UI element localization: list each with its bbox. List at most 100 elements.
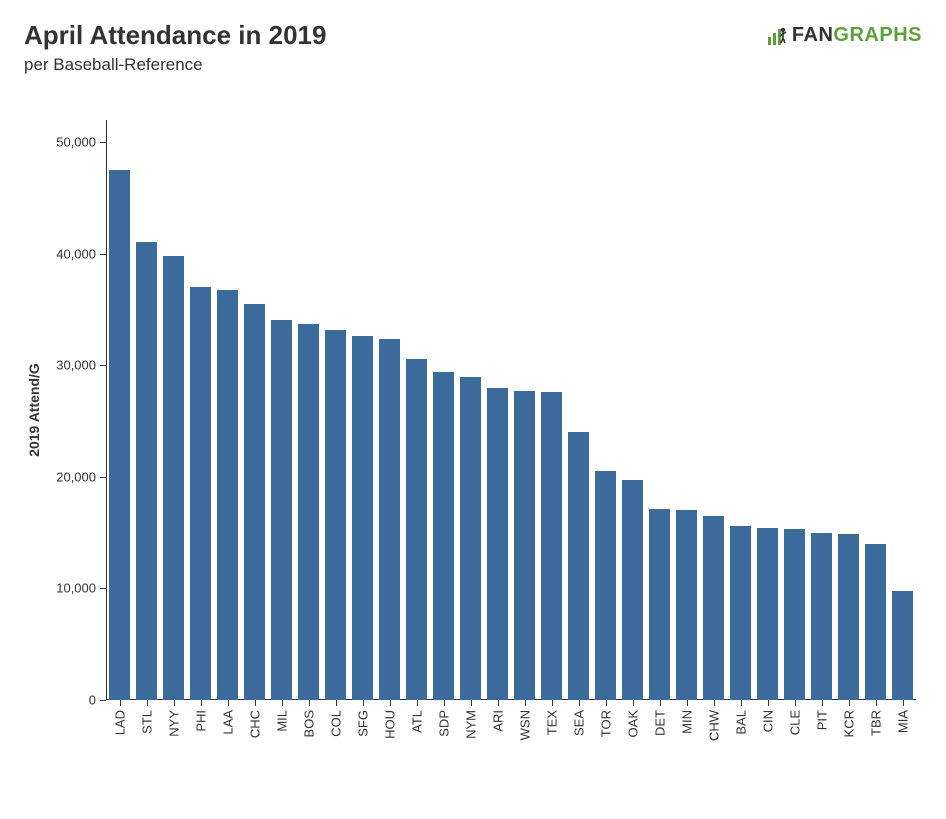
y-tick-label: 0	[89, 693, 96, 708]
x-tick	[633, 700, 634, 706]
x-tick	[147, 700, 148, 706]
chart-subtitle: per Baseball-Reference	[24, 55, 326, 75]
y-tick	[100, 588, 106, 589]
y-tick	[100, 254, 106, 255]
bar-tex	[541, 392, 562, 700]
x-tick-label: DET	[652, 710, 667, 736]
bar-bos	[298, 324, 319, 700]
bar-mil	[271, 320, 292, 700]
y-tick-label: 30,000	[56, 358, 96, 373]
x-tick-label: OAK	[625, 710, 640, 737]
x-tick	[174, 700, 175, 706]
bar-stl	[136, 242, 157, 700]
x-tick-label: STL	[139, 710, 154, 734]
bar-tbr	[865, 544, 886, 700]
bar-lad	[109, 170, 130, 700]
title-block: April Attendance in 2019 per Baseball-Re…	[24, 20, 326, 75]
bar-chc	[244, 304, 265, 700]
y-tick	[100, 365, 106, 366]
x-tick	[228, 700, 229, 706]
x-tick	[903, 700, 904, 706]
x-tick	[417, 700, 418, 706]
x-tick-label: NYM	[463, 710, 478, 739]
x-tick-label: CLE	[787, 710, 802, 735]
fangraphs-icon	[766, 25, 788, 47]
x-tick-label: TEX	[544, 710, 559, 735]
logo-text-graphs: GRAPHS	[833, 24, 922, 47]
bar-wsn	[514, 391, 535, 700]
x-tick	[795, 700, 796, 706]
x-tick	[849, 700, 850, 706]
x-tick-label: SDP	[436, 710, 451, 737]
bar-cle	[784, 529, 805, 700]
x-tick	[687, 700, 688, 706]
chart-container: April Attendance in 2019 per Baseball-Re…	[0, 0, 946, 819]
y-axis-title: 2019 Attend/G	[26, 363, 42, 457]
x-tick	[201, 700, 202, 706]
bar-chw	[703, 516, 724, 700]
x-tick	[309, 700, 310, 706]
x-tick	[525, 700, 526, 706]
x-tick	[741, 700, 742, 706]
bar-min	[676, 510, 697, 700]
x-tick-label: COL	[328, 710, 343, 737]
bar-mia	[892, 591, 913, 700]
x-tick-label: MIN	[679, 710, 694, 734]
bar-pit	[811, 533, 832, 700]
x-tick-label: ATL	[409, 710, 424, 733]
y-tick	[100, 142, 106, 143]
chart-header: April Attendance in 2019 per Baseball-Re…	[24, 20, 922, 75]
x-tick	[606, 700, 607, 706]
x-tick	[471, 700, 472, 706]
x-tick	[363, 700, 364, 706]
y-tick-label: 50,000	[56, 135, 96, 150]
x-tick-label: SEA	[571, 710, 586, 736]
bars-group	[106, 120, 916, 700]
x-tick	[714, 700, 715, 706]
x-tick-label: KCR	[841, 710, 856, 737]
x-tick-label: WSN	[517, 710, 532, 740]
x-tick-label: TOR	[598, 710, 613, 737]
x-tick	[876, 700, 877, 706]
x-tick	[498, 700, 499, 706]
bar-oak	[622, 480, 643, 700]
x-tick-label: SFG	[355, 710, 370, 737]
x-tick-label: NYY	[166, 710, 181, 737]
bar-nym	[460, 377, 481, 700]
bar-atl	[406, 359, 427, 700]
bar-nyy	[163, 256, 184, 700]
bar-bal	[730, 526, 751, 700]
bar-col	[325, 330, 346, 700]
bar-cin	[757, 528, 778, 700]
bar-laa	[217, 290, 238, 700]
plot-area: 2019 Attend/G 010,00020,00030,00040,0005…	[106, 120, 916, 700]
bar-det	[649, 509, 670, 700]
bar-tor	[595, 471, 616, 700]
x-tick-label: CIN	[760, 710, 775, 732]
x-tick	[822, 700, 823, 706]
y-tick-label: 40,000	[56, 246, 96, 261]
bar-ari	[487, 388, 508, 700]
x-tick-label: CHW	[706, 710, 721, 741]
bar-kcr	[838, 534, 859, 700]
chart-title: April Attendance in 2019	[24, 20, 326, 51]
x-tick	[660, 700, 661, 706]
x-tick-label: HOU	[382, 710, 397, 739]
x-tick-label: PIT	[814, 710, 829, 730]
x-tick	[552, 700, 553, 706]
logo-text-fan: FAN	[792, 24, 834, 47]
x-tick	[255, 700, 256, 706]
bar-sea	[568, 432, 589, 700]
x-tick	[579, 700, 580, 706]
bar-sdp	[433, 372, 454, 700]
x-tick	[282, 700, 283, 706]
x-tick-label: TBR	[868, 710, 883, 736]
bar-sfg	[352, 336, 373, 700]
x-tick	[336, 700, 337, 706]
x-tick-label: MIA	[895, 710, 910, 733]
fangraphs-logo: FANGRAPHS	[766, 24, 922, 47]
y-tick-label: 20,000	[56, 469, 96, 484]
x-tick-label: BAL	[733, 710, 748, 735]
x-tick-label: MIL	[274, 710, 289, 732]
x-tick-label: ARI	[490, 710, 505, 732]
